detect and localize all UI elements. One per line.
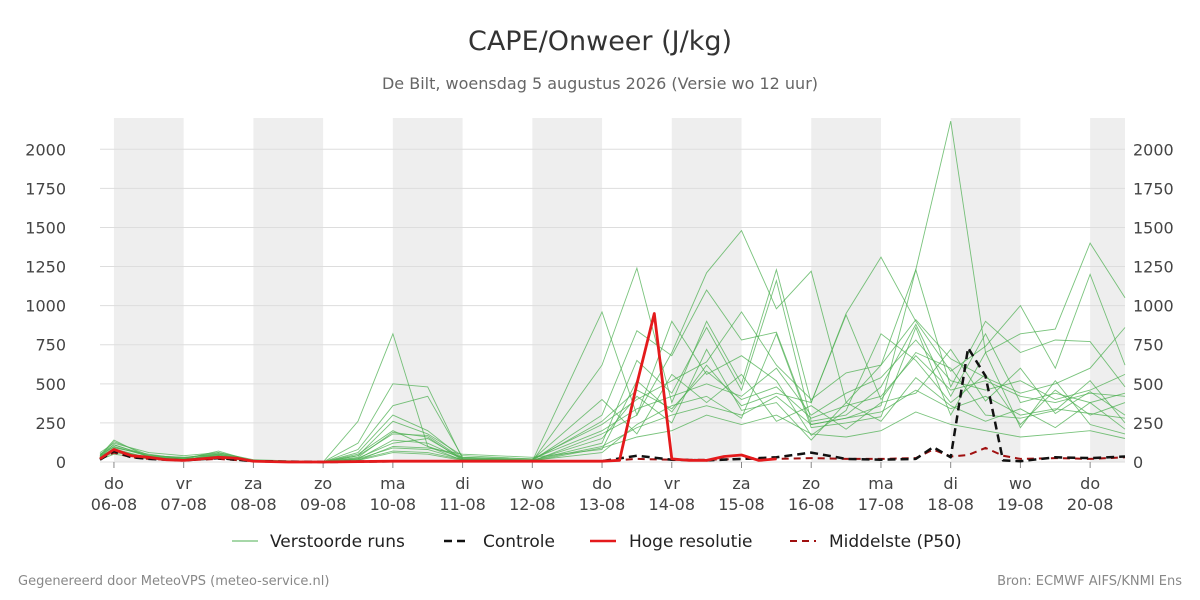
x-tick-date-8: 14-08 — [649, 495, 696, 514]
x-tick-date-13: 19-08 — [997, 495, 1044, 514]
x-tick-date-11: 17-08 — [858, 495, 905, 514]
day-band-2 — [392, 118, 463, 462]
y-tick-left-750: 750 — [35, 336, 66, 355]
main-lines — [99, 312, 1126, 464]
day-band-0 — [113, 118, 184, 462]
x-tick-day-1: vr — [176, 474, 192, 493]
x-axis: do 06-08 vr 07-08 za 08-08 zo 09-08 ma 10-08 di 11-… — [91, 462, 1114, 514]
y-tick-left-1500: 1500 — [25, 218, 66, 237]
x-tick-day-10: zo — [802, 474, 820, 493]
x-tick-date-0: 06-08 — [91, 495, 138, 514]
y-tick-left-1000: 1000 — [25, 297, 66, 316]
y-tick-right-1500: 1500 — [1133, 218, 1174, 237]
y-tick-right-0: 0 — [1133, 453, 1143, 472]
y-tick-right-1750: 1750 — [1133, 179, 1174, 198]
y-tick-left-500: 500 — [35, 375, 66, 394]
x-tick-date-2: 08-08 — [230, 495, 277, 514]
y-tick-left-1750: 1750 — [25, 179, 66, 198]
x-tick-date-7: 13-08 — [579, 495, 626, 514]
y-axis-left: 0 250 500 750 1000 1250 1500 1750 2000 — [25, 140, 66, 472]
high-res-line — [99, 312, 777, 464]
x-tick-day-11: ma — [868, 474, 893, 493]
footer-left: Gegenereerd door MeteoVPS (meteo-service… — [18, 574, 329, 589]
x-tick-date-10: 16-08 — [788, 495, 835, 514]
x-tick-day-8: vr — [664, 474, 680, 493]
y-tick-right-1250: 1250 — [1133, 258, 1174, 277]
x-tick-day-7: do — [592, 474, 612, 493]
day-band-3 — [532, 118, 603, 462]
x-tick-day-4: ma — [380, 474, 405, 493]
x-tick-day-13: wo — [1009, 474, 1032, 493]
y-axis-right: 0 250 500 750 1000 1250 1500 1750 2000 — [1133, 140, 1174, 472]
x-tick-day-14: do — [1080, 474, 1100, 493]
x-tick-date-3: 09-08 — [300, 495, 347, 514]
control-line — [99, 346, 1126, 464]
x-tick-day-9: za — [732, 474, 750, 493]
y-tick-right-750: 750 — [1133, 336, 1164, 355]
y-tick-left-0: 0 — [56, 453, 66, 472]
x-tick-date-12: 18-08 — [927, 495, 974, 514]
x-tick-day-3: zo — [314, 474, 332, 493]
y-tick-right-250: 250 — [1133, 414, 1164, 433]
y-tick-right-2000: 2000 — [1133, 140, 1174, 159]
legend-label-perturbed: Verstoorde runs — [270, 532, 405, 552]
y-tick-right-1000: 1000 — [1133, 297, 1174, 316]
chart-title: CAPE/Onweer (J/kg) — [468, 26, 732, 57]
legend-label-p50: Middelste (P50) — [829, 532, 962, 552]
day-band-5 — [811, 118, 881, 462]
x-tick-day-12: di — [943, 474, 958, 493]
footer-right: Bron: ECMWF AIFS/KNMI Ens — [997, 574, 1182, 589]
x-tick-day-2: za — [244, 474, 262, 493]
x-tick-date-6: 12-08 — [509, 495, 556, 514]
y-tick-left-1250: 1250 — [25, 258, 66, 277]
day-bands — [113, 118, 1125, 462]
x-tick-date-5: 11-08 — [439, 495, 486, 514]
y-tick-right-500: 500 — [1133, 375, 1164, 394]
legend-label-high-res: Hoge resolutie — [629, 532, 753, 552]
y-tick-left-2000: 2000 — [25, 140, 66, 159]
x-tick-date-1: 07-08 — [160, 495, 207, 514]
legend-label-control: Controle — [483, 532, 555, 552]
chart-subtitle: De Bilt, woensdag 5 augustus 2026 (Versi… — [382, 74, 818, 93]
legend: Verstoorde runs Controle Hoge resolutie … — [232, 532, 962, 552]
x-tick-date-4: 10-08 — [370, 495, 417, 514]
x-tick-date-14: 20-08 — [1067, 495, 1114, 514]
x-tick-day-0: do — [104, 474, 124, 493]
y-tick-left-250: 250 — [35, 414, 66, 433]
x-tick-day-5: di — [455, 474, 470, 493]
x-tick-date-9: 15-08 — [718, 495, 765, 514]
x-tick-day-6: wo — [521, 474, 544, 493]
day-band-1 — [253, 118, 324, 462]
